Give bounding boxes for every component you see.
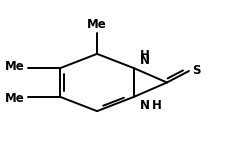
Text: N: N [140,54,150,67]
Text: Me: Me [5,92,25,105]
Text: H: H [152,99,162,112]
Text: Me: Me [5,60,25,73]
Text: H: H [140,49,150,62]
Text: Me: Me [87,18,107,31]
Text: N: N [140,99,150,112]
Text: S: S [192,64,201,77]
